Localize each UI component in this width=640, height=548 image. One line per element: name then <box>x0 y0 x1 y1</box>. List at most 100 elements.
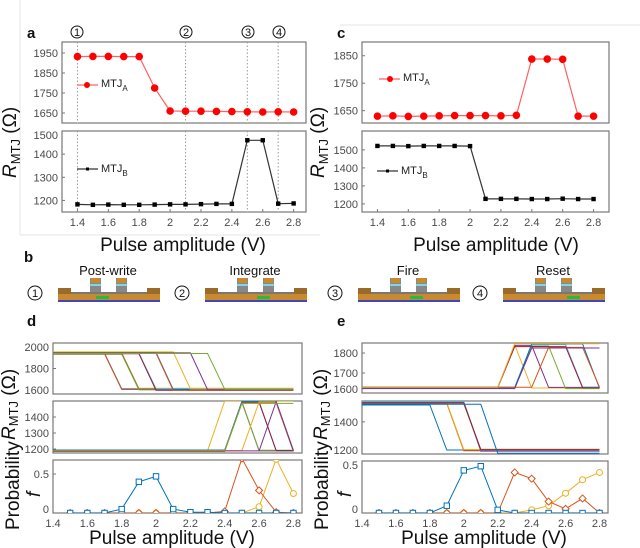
data-point-mtj_a <box>435 112 443 120</box>
y-tick-label: 1600 <box>334 384 358 396</box>
data-point-mtj_a <box>481 111 490 120</box>
probability-point <box>596 509 603 513</box>
device-right-pad <box>592 288 605 294</box>
y-tick-label: 2000 <box>25 342 49 354</box>
panel-a-sub1-content <box>75 131 296 212</box>
data-point-mtj_a <box>289 108 298 116</box>
panel-c-sub0-frame <box>361 41 610 124</box>
probability-point <box>443 502 451 509</box>
panel-e-prob-frame <box>361 460 609 514</box>
prob-label-d: Probability <box>3 441 24 530</box>
stage-markers: 1 2 3 4 <box>70 25 286 39</box>
svg-text:MTJB: MTJB <box>101 163 128 178</box>
x-tick-label: 2.8 <box>286 518 301 530</box>
device-channel <box>257 296 270 299</box>
data-point-mtj_b <box>575 196 581 202</box>
device-left-pad <box>503 288 516 294</box>
device-bottom-layer <box>503 294 605 300</box>
data-point-mtj_a <box>528 55 536 63</box>
y-tick-label: 1650 <box>34 108 58 120</box>
data-point-mtj_a <box>274 108 283 116</box>
probability-point <box>528 509 535 513</box>
y-tick-label: 1600 <box>25 385 49 397</box>
device-right-pad <box>447 288 460 294</box>
x-tick-label: 1.6 <box>101 217 116 229</box>
stage-label: Fire <box>397 263 419 278</box>
probability-point <box>460 467 467 474</box>
panel-letter-c: c <box>337 25 345 42</box>
probability-point <box>289 490 297 498</box>
data-point-mtj_a <box>166 107 174 115</box>
probability-point <box>409 509 417 513</box>
probability-point <box>255 509 263 513</box>
mtj-top-contact <box>117 278 126 283</box>
probability-point <box>494 506 501 513</box>
y-tick-label: 0.5 <box>343 460 358 472</box>
probability-point <box>118 505 125 513</box>
resistance-trace <box>362 403 600 454</box>
stage-number: 2 <box>179 288 185 300</box>
panel-letter-e: e <box>337 313 345 330</box>
x-axis-label-e: Pulse amplitude (V) <box>401 528 567 548</box>
data-point-mtj_a <box>450 111 459 120</box>
data-point-mtj_a <box>228 107 236 116</box>
panel-e-top-content <box>362 343 600 390</box>
data-point-mtj_a <box>243 108 252 116</box>
data-point-mtj_b <box>390 143 396 149</box>
y-tick-label: 1700 <box>334 368 358 380</box>
probability-point <box>272 460 280 463</box>
probability-point <box>510 468 519 477</box>
device-right-pad <box>147 288 160 294</box>
data-point-mtj_b <box>106 202 111 207</box>
device-oxide <box>371 292 447 294</box>
y-tick-label: 0 <box>352 504 358 516</box>
probability-point <box>562 489 570 497</box>
device-substrate <box>503 300 605 302</box>
data-point-mtj_b <box>167 202 173 207</box>
data-point-mtj_b <box>591 196 596 202</box>
stage-number: 4 <box>477 288 483 300</box>
probability-point <box>392 509 400 513</box>
y-tick-label: 1300 <box>34 172 58 184</box>
x-tick-label: 2.6 <box>251 518 266 530</box>
probability-point <box>476 508 485 513</box>
prob-label-e: Probability <box>312 441 333 530</box>
y-tick-label: 1400 <box>34 149 58 161</box>
x-tick-label: 2 <box>461 518 467 530</box>
device-oxide <box>218 292 294 294</box>
data-point-mtj_a <box>258 108 267 116</box>
resistance-trace <box>362 343 600 389</box>
device-stage-2: 2 Integrate <box>174 263 307 302</box>
data-point-mtj_b <box>421 143 426 149</box>
mtj-top-contact <box>417 278 426 283</box>
device-channel <box>410 296 423 299</box>
data-point-mtj_a <box>404 112 413 121</box>
data-point-mtj_a <box>119 52 128 61</box>
probability-point <box>239 460 245 463</box>
data-point-mtj_a <box>104 52 113 61</box>
data-point-mtj_a <box>466 111 474 120</box>
probability-point <box>151 508 161 513</box>
data-point-mtj_a <box>135 52 144 61</box>
probability-point <box>477 463 484 470</box>
stage-marker-2: 2 <box>183 27 189 39</box>
y-tick-label: 1400 <box>25 412 49 424</box>
y-tick-label: 1200 <box>334 199 358 211</box>
device-oxide <box>71 292 147 294</box>
device-stage-3: 3 Fire <box>327 263 460 302</box>
f-label-e: f <box>335 490 356 497</box>
x-tick-label: 1.6 <box>80 518 95 530</box>
data-point-mtj_b <box>152 202 157 207</box>
panel-a-sub0: 1650 1750 1850 1950 <box>34 41 307 124</box>
y-tick-label: 1400 <box>334 163 358 175</box>
mtj-top-contact <box>264 278 273 283</box>
y-tick-label: 1300 <box>25 428 49 440</box>
y-tick-label: 1400 <box>334 417 358 429</box>
resistance-trace <box>53 402 294 451</box>
data-point-mtj_b <box>229 201 235 207</box>
mtj-top-contact <box>238 278 247 283</box>
data-point-mtj_b <box>75 202 80 207</box>
probability-point <box>84 509 91 513</box>
data-point-mtj_b <box>375 143 380 149</box>
